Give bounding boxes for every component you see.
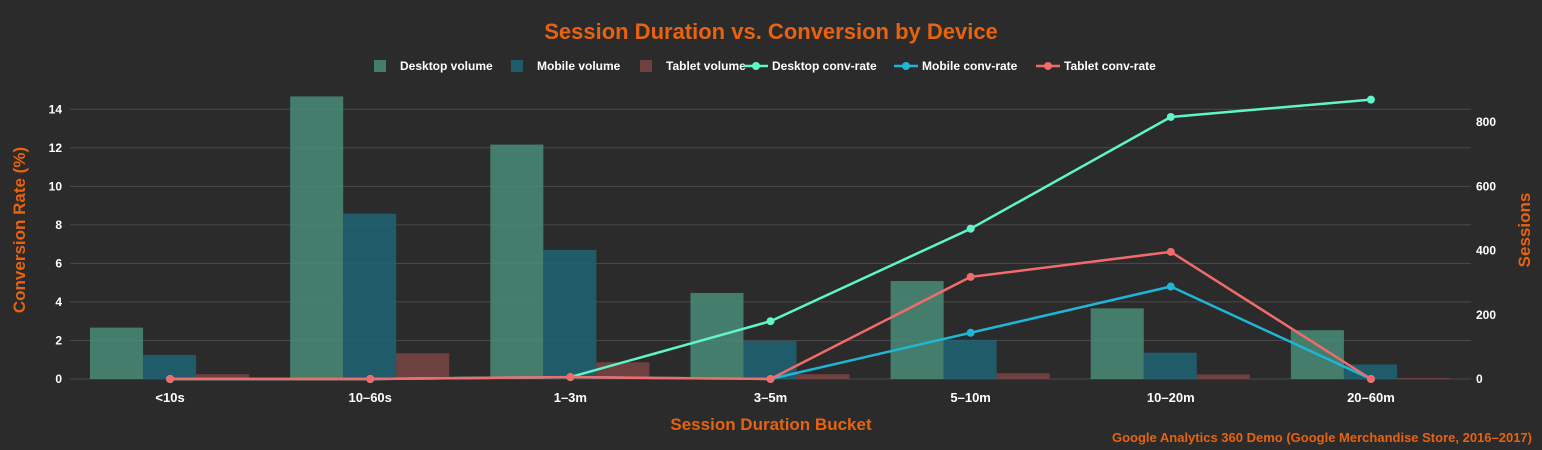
right-tick-label: 600 (1476, 179, 1496, 193)
right-tick-label: 800 (1476, 115, 1496, 129)
bar (1343, 364, 1397, 379)
bar (890, 281, 944, 379)
right-axis-title: Sessions (1515, 193, 1534, 268)
bar (196, 374, 250, 379)
left-tick-label: 0 (55, 372, 62, 386)
x-tick-label: 10–20m (1147, 390, 1195, 405)
legend-label: Mobile volume (537, 59, 621, 73)
bar (490, 144, 544, 379)
line-point (766, 317, 775, 326)
bar (343, 213, 397, 379)
right-tick-label: 400 (1476, 244, 1496, 258)
left-tick-label: 6 (55, 256, 62, 270)
legend-swatch (640, 60, 652, 72)
legend-item: Mobile volume (511, 59, 621, 73)
bar (1143, 352, 1197, 379)
bar (996, 373, 1050, 379)
bar (543, 249, 597, 379)
bar (943, 339, 997, 379)
legend-item: Tablet volume (640, 59, 746, 73)
line-point (1166, 247, 1175, 256)
legend-swatch (374, 60, 386, 72)
source-note: Google Analytics 360 Demo (Google Mercha… (1112, 430, 1532, 445)
right-tick-label: 0 (1476, 372, 1483, 386)
bar-series (90, 96, 1344, 379)
x-tick-label: <10s (155, 390, 184, 405)
left-tick-label: 10 (49, 179, 63, 193)
legend-item: Desktop conv-rate (744, 59, 877, 73)
legend-label: Tablet volume (666, 59, 746, 73)
x-tick-label: 5–10m (950, 390, 990, 405)
line-point (566, 373, 575, 382)
bar-series (143, 213, 1397, 379)
legend-label: Desktop volume (400, 59, 493, 73)
legend-label: Tablet conv-rate (1064, 59, 1156, 73)
chart-title: Session Duration vs. Conversion by Devic… (544, 19, 998, 44)
x-tick-label: 20–60m (1347, 390, 1395, 405)
bar (1090, 308, 1144, 379)
legend-item: Desktop volume (374, 59, 493, 73)
line-series (166, 247, 1375, 383)
bar (90, 327, 144, 379)
right-axis-ticks: 0 200 400 600 800 (1476, 115, 1496, 386)
legend-marker (902, 62, 910, 70)
line-point (966, 272, 975, 281)
line-point (1166, 112, 1175, 121)
left-tick-label: 2 (55, 333, 62, 347)
line-point (166, 375, 175, 383)
bar (743, 341, 797, 379)
x-tick-label: 1–3m (554, 390, 587, 405)
bar (396, 353, 450, 379)
line-point (1366, 375, 1375, 383)
line-point (366, 375, 375, 383)
legend-marker (752, 62, 760, 70)
left-tick-label: 8 (55, 218, 62, 232)
line-point (966, 224, 975, 233)
line-point (1366, 95, 1375, 104)
bar (290, 96, 344, 379)
legend-item: Mobile conv-rate (894, 59, 1018, 73)
bar (143, 354, 197, 379)
bars (90, 96, 1450, 379)
line-point (1166, 282, 1175, 291)
line-point (966, 328, 975, 337)
gridlines (70, 108, 1471, 380)
bar (796, 374, 850, 379)
x-axis-ticks: <10s 10–60s 1–3m 3–5m 5–10m 10–20m 20–60m (155, 390, 1394, 405)
legend: Desktop volume Mobile volume Tablet volume… (374, 59, 1156, 73)
legend-label: Mobile conv-rate (922, 59, 1018, 73)
bar (1396, 378, 1450, 379)
legend-marker (1044, 62, 1052, 70)
left-axis-ticks: 0 2 4 6 8 10 12 14 (49, 102, 63, 386)
legend-label: Desktop conv-rate (772, 59, 877, 73)
legend-item: Tablet conv-rate (1036, 59, 1156, 73)
left-tick-label: 4 (55, 295, 62, 309)
x-axis-title: Session Duration Bucket (670, 415, 872, 434)
lines (166, 95, 1375, 383)
right-tick-label: 200 (1476, 308, 1496, 322)
line-point (766, 375, 775, 383)
left-tick-label: 14 (49, 102, 63, 116)
x-tick-label: 3–5m (754, 390, 787, 405)
bar (1196, 374, 1250, 379)
x-tick-label: 10–60s (349, 390, 392, 405)
legend-swatch (511, 60, 523, 72)
left-axis-title: Conversion Rate (%) (10, 147, 29, 313)
left-tick-label: 12 (49, 141, 63, 155)
